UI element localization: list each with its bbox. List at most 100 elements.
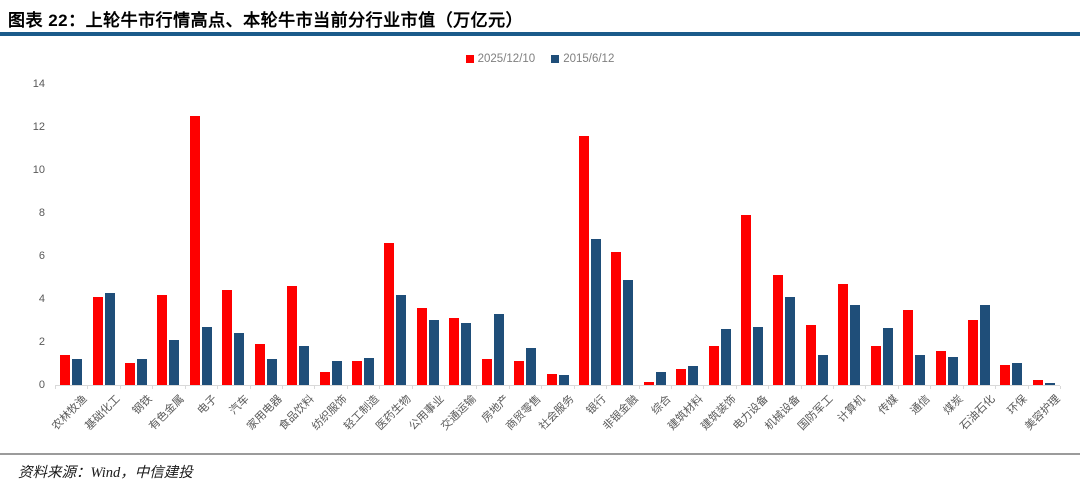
- bar-2025-12-10: [611, 252, 621, 385]
- bar-2015-6-12: [785, 297, 795, 385]
- x-axis-tick: [476, 386, 478, 389]
- x-axis-tick: [703, 386, 705, 389]
- bar-2025-12-10: [255, 344, 265, 385]
- bar-2015-6-12: [234, 333, 244, 385]
- title-divider: [0, 32, 1080, 36]
- x-axis-label: 建筑材料: [666, 393, 706, 433]
- bar-2015-6-12: [656, 372, 666, 385]
- y-tick-label: 12: [32, 121, 45, 133]
- bar-2025-12-10: [968, 320, 978, 385]
- bar-2025-12-10: [222, 290, 232, 385]
- x-axis-tick: [379, 386, 381, 389]
- bar-2015-6-12: [1012, 363, 1022, 385]
- bar-2015-6-12: [623, 280, 633, 385]
- y-tick-label: 6: [38, 250, 45, 262]
- x-axis-line: [55, 385, 1060, 386]
- bar-2025-12-10: [773, 275, 783, 385]
- y-tick-label: 0: [38, 379, 45, 391]
- bar-2025-12-10: [1000, 365, 1010, 385]
- y-tick-label: 14: [32, 78, 45, 90]
- x-axis-tick: [119, 386, 121, 389]
- bar-2025-12-10: [547, 374, 557, 385]
- y-tick-label: 2: [38, 336, 45, 348]
- x-axis-label: 家用电器: [244, 393, 285, 433]
- bar-2015-6-12: [1045, 383, 1055, 385]
- bar-2025-12-10: [190, 116, 200, 385]
- bar-2015-6-12: [753, 327, 763, 385]
- source-divider: [0, 453, 1080, 455]
- x-axis-tick: [638, 386, 640, 389]
- x-axis-label: 煤炭: [941, 393, 966, 418]
- bar-2025-12-10: [417, 308, 427, 385]
- x-axis-tick: [800, 386, 802, 389]
- x-axis-label: 机械设备: [763, 393, 804, 433]
- x-axis-tick: [541, 386, 543, 389]
- x-axis-tick: [444, 386, 446, 389]
- bar-2015-6-12: [429, 320, 439, 385]
- bar-2025-12-10: [709, 346, 719, 385]
- x-axis-label: 计算机: [836, 393, 868, 425]
- bar-2025-12-10: [60, 355, 70, 385]
- bar-2015-6-12: [818, 355, 828, 385]
- bar-2025-12-10: [125, 363, 135, 385]
- legend-marker-icon: [465, 55, 474, 63]
- bar-2015-6-12: [883, 328, 893, 385]
- bar-2025-12-10: [806, 325, 816, 385]
- legend-label: 2025/12/10: [477, 53, 536, 65]
- x-axis-label: 纺织服饰: [309, 393, 350, 433]
- x-axis-label: 汽车: [227, 393, 252, 418]
- bar-2025-12-10: [579, 136, 589, 385]
- bar-2015-6-12: [688, 366, 698, 385]
- x-axis-tick: [897, 386, 899, 389]
- bar-2025-12-10: [903, 310, 913, 385]
- y-tick-label: 4: [38, 293, 45, 305]
- bar-2015-6-12: [364, 358, 374, 385]
- x-axis-label: 电子: [195, 393, 220, 418]
- x-axis-label: 有色金属: [147, 393, 188, 433]
- bar-2015-6-12: [332, 361, 342, 385]
- x-axis-label: 农林牧渔: [50, 393, 90, 433]
- x-axis-tick: [573, 386, 575, 389]
- legend-item-2025: 2025/12/10: [465, 53, 536, 65]
- bar-2015-6-12: [850, 305, 860, 385]
- x-axis-tick: [1060, 386, 1061, 389]
- bar-2015-6-12: [980, 305, 990, 385]
- x-axis-tick: [735, 386, 737, 389]
- x-axis-label: 食品饮料: [277, 393, 317, 433]
- bar-2015-6-12: [526, 348, 536, 385]
- bar-2025-12-10: [352, 361, 362, 385]
- bar-2015-6-12: [202, 327, 212, 385]
- bar-2025-12-10: [871, 346, 881, 385]
- source-note: 资料来源：Wind，中信建投: [18, 465, 193, 481]
- bar-2025-12-10: [741, 215, 751, 385]
- figure-title: 图表 22：上轮牛市行情高点、本轮牛市当前分行业市值（万亿元）: [8, 11, 524, 30]
- x-axis-tick: [281, 386, 283, 389]
- x-axis-tick: [508, 386, 510, 389]
- bar-2025-12-10: [93, 297, 103, 385]
- x-axis-label: 基础化工: [82, 393, 123, 433]
- x-axis-label: 环保: [1005, 393, 1030, 418]
- y-tick-label: 8: [38, 207, 45, 219]
- bar-2015-6-12: [948, 357, 958, 385]
- bar-2025-12-10: [644, 382, 654, 385]
- bar-2015-6-12: [267, 359, 277, 385]
- bar-2015-6-12: [591, 239, 601, 385]
- bar-2025-12-10: [482, 359, 492, 385]
- bar-2015-6-12: [137, 359, 147, 385]
- bar-2015-6-12: [72, 359, 82, 385]
- bar-2025-12-10: [936, 351, 946, 385]
- bar-2025-12-10: [1033, 380, 1043, 385]
- x-axis-tick: [768, 386, 770, 389]
- bar-2025-12-10: [838, 284, 848, 385]
- bar-2025-12-10: [384, 243, 394, 385]
- x-axis-label: 社会服务: [536, 393, 577, 433]
- x-axis-label: 国防军工: [795, 393, 836, 433]
- x-axis-tick: [217, 386, 219, 389]
- x-axis-label: 综合: [649, 393, 674, 418]
- x-axis-label: 交通运输: [439, 393, 479, 433]
- x-axis-label: 建筑装饰: [698, 393, 739, 433]
- bar-2015-6-12: [105, 293, 115, 385]
- x-axis-label: 传媒: [876, 393, 901, 418]
- bar-2015-6-12: [915, 355, 925, 385]
